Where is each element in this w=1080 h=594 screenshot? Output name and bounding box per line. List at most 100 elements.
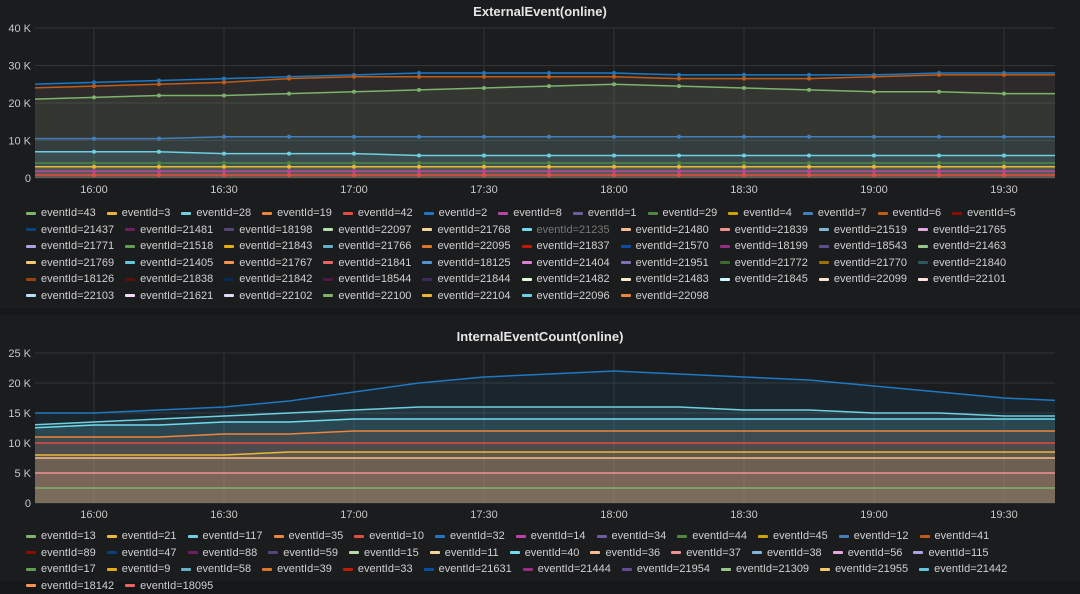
legend-item[interactable]: eventId=41	[920, 528, 990, 545]
legend-item[interactable]: eventId=15	[349, 545, 419, 562]
legend-item[interactable]: eventId=88	[188, 545, 258, 562]
legend-item[interactable]: eventId=21309	[721, 561, 809, 578]
legend-item[interactable]: eventId=21405	[125, 255, 213, 272]
legend-item[interactable]: eventId=21955	[820, 561, 908, 578]
legend-item[interactable]: eventId=22096	[522, 288, 610, 305]
legend-item[interactable]: eventId=21621	[125, 288, 213, 305]
legend-item[interactable]: eventId=21235	[522, 222, 610, 239]
legend-item[interactable]: eventId=22095	[422, 238, 510, 255]
legend-item[interactable]: eventId=21844	[422, 271, 510, 288]
legend-item[interactable]: eventId=2	[424, 205, 488, 222]
legend-item[interactable]: eventId=19	[262, 205, 332, 222]
legend-item[interactable]: eventId=7	[803, 205, 867, 222]
legend-item[interactable]: eventId=21480	[621, 222, 709, 239]
legend-item[interactable]: eventId=18199	[720, 238, 808, 255]
legend-item[interactable]: eventId=117	[188, 528, 263, 545]
legend-item[interactable]: eventId=18198	[224, 222, 312, 239]
legend-item[interactable]: eventId=21631	[424, 561, 512, 578]
legend-item[interactable]: eventId=21463	[918, 238, 1006, 255]
legend-item[interactable]: eventId=18543	[819, 238, 907, 255]
legend-item[interactable]: eventId=1	[573, 205, 637, 222]
legend-item[interactable]: eventId=36	[590, 545, 660, 562]
legend-item[interactable]: eventId=21842	[224, 271, 312, 288]
legend-item[interactable]: eventId=21766	[323, 238, 411, 255]
legend-item[interactable]: eventId=21951	[621, 255, 709, 272]
legend-item[interactable]: eventId=21481	[125, 222, 213, 239]
legend-item[interactable]: eventId=21444	[523, 561, 611, 578]
legend-item[interactable]: eventId=21837	[522, 238, 610, 255]
legend-item[interactable]: eventId=21519	[819, 222, 907, 239]
legend-item[interactable]: eventId=21771	[26, 238, 114, 255]
legend-item[interactable]: eventId=21767	[224, 255, 312, 272]
legend-item[interactable]: eventId=21482	[522, 271, 610, 288]
legend-item[interactable]: eventId=22099	[819, 271, 907, 288]
legend-item[interactable]: eventId=34	[597, 528, 667, 545]
legend-item[interactable]: eventId=21954	[622, 561, 710, 578]
legend-item[interactable]: eventId=22104	[422, 288, 510, 305]
legend-item[interactable]: eventId=115	[913, 545, 988, 562]
legend-item[interactable]: eventId=14	[516, 528, 586, 545]
legend-item[interactable]: eventId=18095	[125, 578, 213, 594]
legend-item[interactable]: eventId=21843	[224, 238, 312, 255]
legend-item[interactable]: eventId=5	[952, 205, 1016, 222]
legend-item[interactable]: eventId=22103	[26, 288, 114, 305]
data-point	[612, 82, 616, 86]
legend-item[interactable]: eventId=21483	[621, 271, 709, 288]
legend-item[interactable]: eventId=58	[181, 561, 251, 578]
legend-item[interactable]: eventId=89	[26, 545, 96, 562]
legend-item[interactable]: eventId=21840	[918, 255, 1006, 272]
legend-item[interactable]: eventId=22098	[621, 288, 709, 305]
legend-item[interactable]: eventId=10	[354, 528, 424, 545]
legend-item[interactable]: eventId=45	[758, 528, 828, 545]
legend-item[interactable]: eventId=21768	[422, 222, 510, 239]
legend-item[interactable]: eventId=22101	[918, 271, 1006, 288]
legend-item[interactable]: eventId=18126	[26, 271, 114, 288]
legend-item[interactable]: eventId=4	[728, 205, 792, 222]
legend-item[interactable]: eventId=21769	[26, 255, 114, 272]
legend-item[interactable]: eventId=21442	[919, 561, 1007, 578]
legend-item[interactable]: eventId=8	[498, 205, 562, 222]
legend-item[interactable]: eventId=21845	[720, 271, 808, 288]
legend-item[interactable]: eventId=21765	[918, 222, 1006, 239]
legend-item[interactable]: eventId=18125	[422, 255, 510, 272]
legend-item[interactable]: eventId=35	[274, 528, 344, 545]
legend-item[interactable]: eventId=56	[833, 545, 903, 562]
legend-item[interactable]: eventId=42	[343, 205, 413, 222]
legend-item[interactable]: eventId=9	[107, 561, 171, 578]
legend-item[interactable]: eventId=6	[878, 205, 942, 222]
legend-item[interactable]: eventId=11	[430, 545, 499, 562]
legend-item[interactable]: eventId=44	[677, 528, 747, 545]
legend-item[interactable]: eventId=13	[26, 528, 96, 545]
legend-item[interactable]: eventId=21772	[720, 255, 808, 272]
legend-item[interactable]: eventId=12	[839, 528, 909, 545]
legend-item[interactable]: eventId=38	[752, 545, 822, 562]
legend-item[interactable]: eventId=21404	[522, 255, 610, 272]
legend-item[interactable]: eventId=22102	[224, 288, 312, 305]
legend-item[interactable]: eventId=32	[435, 528, 505, 545]
legend-item[interactable]: eventId=59	[268, 545, 338, 562]
legend-item[interactable]: eventId=21570	[621, 238, 709, 255]
legend-item[interactable]: eventId=17	[26, 561, 96, 578]
legend-item[interactable]: eventId=21	[107, 528, 177, 545]
legend-item[interactable]: eventId=21518	[125, 238, 213, 255]
legend-item[interactable]: eventId=21841	[323, 255, 411, 272]
legend-item[interactable]: eventId=39	[262, 561, 332, 578]
legend-item[interactable]: eventId=21437	[26, 222, 114, 239]
legend-item[interactable]: eventId=21770	[819, 255, 907, 272]
legend-item[interactable]: eventId=3	[107, 205, 171, 222]
legend-item[interactable]: eventId=37	[671, 545, 741, 562]
legend-item[interactable]: eventId=40	[510, 545, 580, 562]
legend-item[interactable]: eventId=43	[26, 205, 96, 222]
legend-item[interactable]: eventId=18544	[323, 271, 411, 288]
legend-item[interactable]: eventId=28	[181, 205, 251, 222]
legend-item[interactable]: eventId=29	[648, 205, 718, 222]
legend-item[interactable]: eventId=47	[107, 545, 177, 562]
legend-item[interactable]: eventId=33	[343, 561, 413, 578]
legend-item[interactable]: eventId=21839	[720, 222, 808, 239]
legend-item[interactable]: eventId=18142	[26, 578, 114, 594]
legend-item[interactable]: eventId=22100	[323, 288, 411, 305]
legend-item[interactable]: eventId=22097	[323, 222, 411, 239]
legend-item[interactable]: eventId=21838	[125, 271, 213, 288]
